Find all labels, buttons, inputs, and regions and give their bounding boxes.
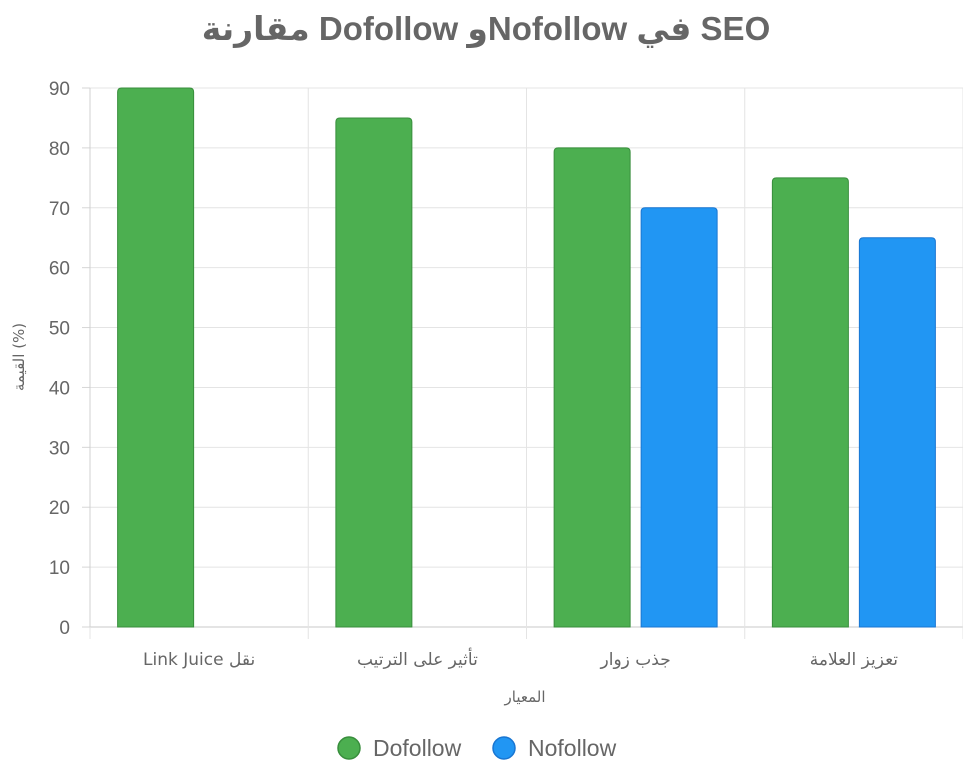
legend-item-dofollow[interactable]: Dofollow (337, 735, 462, 761)
bar-nofollow-3[interactable] (858, 237, 936, 628)
y-tick-label: 0 (59, 618, 70, 639)
bar-dofollow-3[interactable] (771, 177, 849, 628)
axes (82, 87, 91, 628)
y-axis-label: القيمة (%) (10, 323, 28, 391)
y-tick-label: 40 (49, 378, 70, 399)
legend-label: Nofollow (528, 735, 617, 761)
bar-dofollow-1[interactable] (335, 117, 413, 628)
bars (117, 87, 936, 628)
tick-labels: 0 10 20 30 40 50 60 70 80 90 نقل Link Juice تأثير ع… (49, 79, 898, 670)
x-tick-label: جذب زوار (600, 650, 671, 670)
y-tick-label: 50 (49, 319, 70, 340)
chart-title: مقارنة Dofollow وNofollow في SEO (202, 10, 770, 49)
y-tick-label: 60 (49, 259, 70, 280)
bar-dofollow-0[interactable] (117, 87, 195, 628)
x-tick-label: تأثير على الترتيب (357, 647, 478, 670)
x-tick-label: تعزيز العلامة (810, 650, 899, 670)
y-tick-label: 20 (49, 498, 70, 519)
x-tick-label: نقل Link Juice (143, 650, 255, 670)
y-tick-label: 70 (49, 199, 70, 220)
legend-label: Dofollow (373, 735, 462, 761)
legend-item-nofollow[interactable]: Nofollow (492, 735, 617, 761)
x-axis-label: المعيار (504, 688, 546, 706)
bar-nofollow-2[interactable] (640, 207, 718, 628)
legend-marker (492, 736, 516, 760)
legend-marker (337, 736, 361, 760)
legend: Dofollow Nofollow (337, 735, 617, 761)
y-tick-label: 30 (49, 438, 70, 459)
bar-dofollow-2[interactable] (553, 147, 631, 628)
y-tick-label: 90 (49, 79, 70, 100)
y-tick-label: 10 (49, 558, 70, 579)
y-tick-label: 80 (49, 139, 70, 160)
